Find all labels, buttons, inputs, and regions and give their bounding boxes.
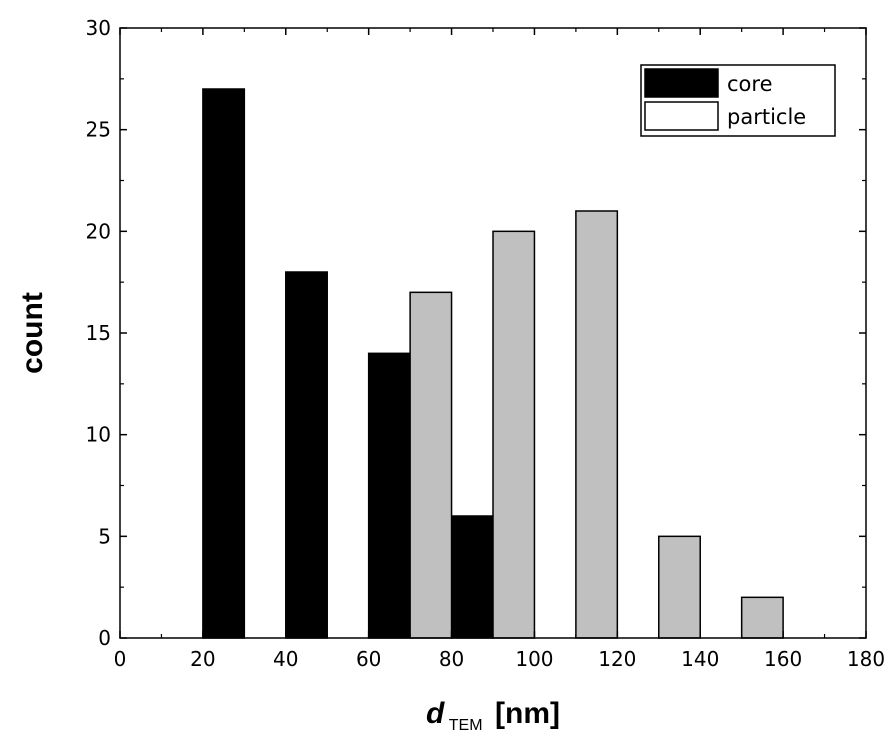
bars-layer: [202, 88, 784, 639]
x-tick-label-80: 80: [439, 647, 464, 671]
legend-label-particle: particle: [727, 105, 806, 129]
ticks-layer: 0 20 40 60 80 100 120 140 160 180 0 5 10 15 20 25 30: [86, 16, 886, 671]
x-tick-label-40: 40: [273, 647, 298, 671]
y-tick-label-30: 30: [86, 16, 111, 40]
x-tick-label-60: 60: [356, 647, 381, 671]
legend-swatch-particle: [644, 101, 719, 131]
legend: core particle: [640, 64, 836, 137]
y-tick-label-20: 20: [86, 219, 111, 243]
bar-core-3: [450, 515, 494, 639]
bar-particle-3: [658, 535, 701, 639]
x-axis-title: d TEM [nm]: [426, 697, 560, 734]
y-tick-label-0: 0: [98, 626, 111, 650]
legend-swatch-core: [644, 68, 719, 98]
bar-particle-4: [740, 596, 784, 639]
x-axis-title-unit: [nm]: [495, 697, 560, 730]
y-tick-label-10: 10: [86, 423, 111, 447]
y-tick-label-25: 25: [86, 118, 111, 142]
bar-particle-1: [492, 230, 536, 639]
bar-particle-0: [409, 291, 453, 639]
x-tick-label-160: 160: [764, 647, 802, 671]
bar-core-1: [285, 271, 328, 639]
x-tick-label-0: 0: [114, 647, 127, 671]
y-axis-title: count: [16, 292, 49, 374]
x-tick-label-120: 120: [598, 647, 636, 671]
x-tick-label-20: 20: [190, 647, 215, 671]
x-tick-label-180: 180: [847, 647, 885, 671]
y-tick-label-15: 15: [86, 321, 111, 345]
bar-core-0: [202, 88, 246, 639]
legend-label-core: core: [727, 72, 773, 96]
x-tick-label-100: 100: [515, 647, 553, 671]
x-tick-label-140: 140: [681, 647, 719, 671]
x-axis-title-subscript: TEM: [449, 717, 483, 734]
bar-particle-2: [575, 210, 619, 639]
y-tick-label-5: 5: [98, 524, 111, 548]
x-axis-title-main: d: [426, 697, 445, 730]
bar-core-2: [367, 352, 411, 639]
